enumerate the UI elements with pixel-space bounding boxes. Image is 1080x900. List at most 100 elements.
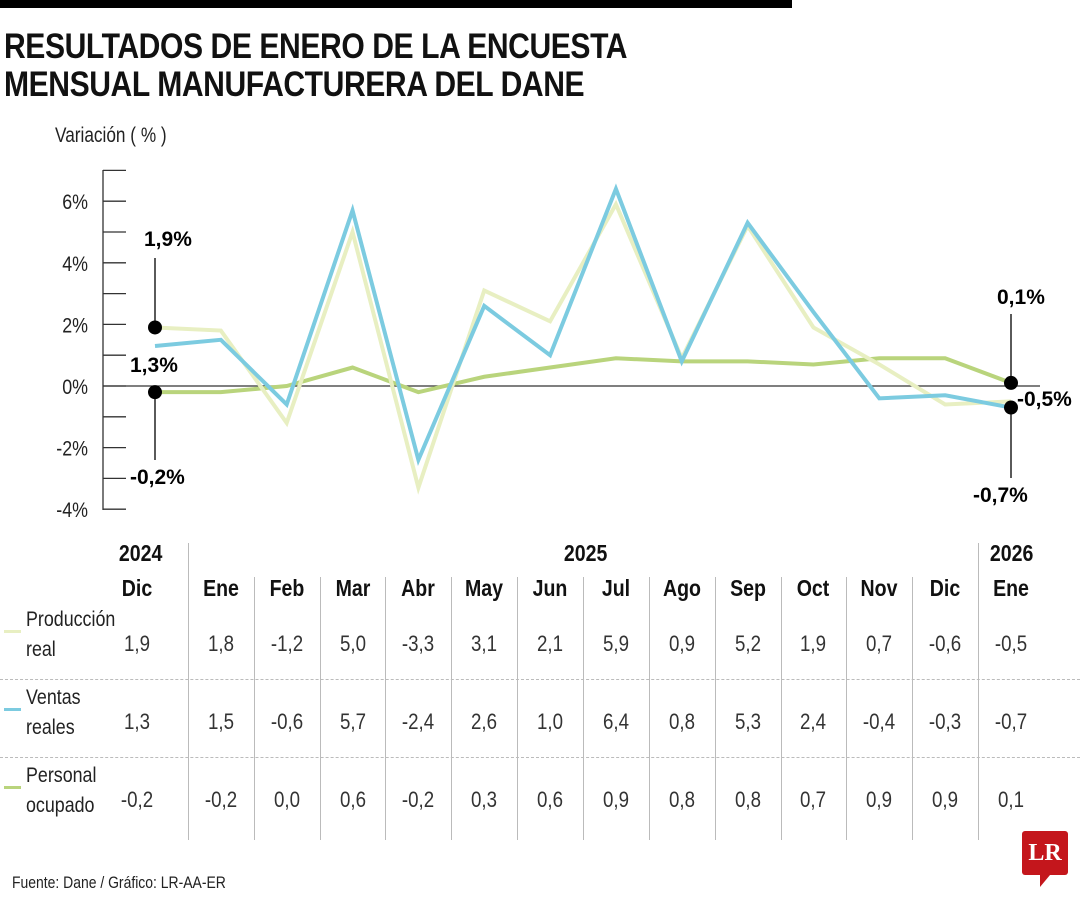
month-label: Dic	[929, 575, 961, 601]
title-line-2: MENSUAL MANUFACTURERA DEL DANE	[4, 65, 585, 104]
annotation-dot	[1004, 375, 1018, 390]
table-cell: 5,9	[602, 631, 629, 656]
annotation-dot	[148, 320, 162, 335]
y-tick-label: 2%	[62, 314, 88, 338]
table-cell: 6,4	[602, 709, 629, 734]
table-cell: -0,7	[994, 709, 1028, 734]
column-divider	[846, 577, 847, 840]
line-chart: -4% -2% 0% 2% 4% 6% 1,9% 1,3% -0,2% 0,1% -0,5% -0,7…	[56, 169, 1072, 523]
column-divider	[912, 577, 913, 840]
table-cell: 0,9	[602, 787, 629, 812]
table-cell: 5,7	[339, 709, 366, 734]
legend-label: Producción real	[26, 605, 115, 665]
legend-label-line: reales	[26, 716, 75, 739]
table-cell: 1,5	[207, 709, 234, 734]
column-divider	[649, 577, 650, 840]
column-divider	[320, 577, 321, 840]
month-label: Jun	[532, 575, 568, 601]
table-cell: 0,3	[471, 787, 498, 812]
table-cell: 1,8	[207, 631, 234, 656]
table-cell: -0,2	[204, 787, 237, 812]
table-cell: -3,3	[402, 631, 435, 656]
y-tick-label: 6%	[62, 191, 88, 215]
table-cell: 0,8	[734, 787, 761, 812]
row-divider	[0, 679, 1080, 680]
table-cell: -0,2	[120, 787, 154, 812]
table-cell: 0,7	[866, 631, 893, 656]
legend-swatch	[4, 708, 21, 711]
month-label: Ene	[202, 575, 239, 601]
title-line-1: RESULTADOS DE ENERO DE LA ENCUESTA	[4, 27, 628, 66]
column-divider	[188, 543, 189, 840]
table-cell: -0,3	[929, 709, 962, 734]
table-cell: 0,8	[668, 787, 695, 812]
column-divider	[978, 543, 979, 840]
column-divider	[715, 577, 716, 840]
table-cell: -0,5	[994, 631, 1028, 656]
table-cell: 0,0	[273, 787, 300, 812]
month-label: Oct	[797, 575, 830, 601]
month-label: Ene	[993, 575, 1029, 601]
table-cell: -0,6	[270, 709, 303, 734]
legend-label-line: Personal	[26, 764, 97, 787]
annotation-label: 0,1%	[997, 286, 1045, 309]
annotation-dot	[1004, 400, 1018, 415]
month-label: Feb	[269, 575, 305, 601]
table-cell: -0,6	[929, 631, 962, 656]
month-label: Mar	[335, 575, 370, 601]
y-tick-label: 0%	[62, 376, 88, 400]
month-label: Dic	[121, 575, 153, 601]
y-tick-label: -2%	[56, 437, 88, 461]
table-cell: -0,4	[863, 709, 896, 734]
annotation-dot	[148, 385, 162, 400]
table-cell: 0,9	[932, 787, 959, 812]
table-cell: 0,9	[866, 787, 893, 812]
legend-label: Ventas reales	[26, 683, 81, 743]
annotation-label: -0,2%	[130, 466, 185, 489]
series-line-produccion-real	[154, 199, 1012, 495]
year-label: 2025	[563, 540, 608, 566]
table-cell: 1,9	[800, 631, 827, 656]
annotation-label: 1,9%	[144, 228, 192, 251]
month-label: Ago	[662, 575, 701, 601]
table-cell: 0,6	[339, 787, 366, 812]
y-tick-label: -4%	[56, 499, 88, 523]
top-bar	[0, 0, 792, 8]
row-divider	[0, 757, 1080, 758]
column-divider	[517, 577, 518, 840]
table-cell: 0,6	[537, 787, 564, 812]
table-cell: 0,1	[997, 787, 1025, 812]
legend-swatch	[4, 630, 21, 633]
table-cell: 1,0	[537, 709, 564, 734]
table-cell: 0,7	[800, 787, 827, 812]
y-tick-label: 4%	[62, 252, 88, 276]
table-cell: 1,9	[123, 631, 151, 656]
table-cell: -0,2	[402, 787, 435, 812]
column-divider	[583, 577, 584, 840]
table-cell: 2,4	[800, 709, 827, 734]
table-cell: 0,9	[668, 631, 695, 656]
table-cell: 1,3	[123, 709, 151, 734]
legend-label-line: Producción	[26, 608, 116, 631]
month-label: Jul	[601, 575, 631, 601]
year-label: 2026	[989, 540, 1034, 566]
legend-label: Personal ocupado	[26, 761, 96, 821]
table-cell: 5,0	[339, 631, 366, 656]
series-line-personal-ocupado	[155, 356, 1012, 395]
table-cell: 5,2	[734, 631, 761, 656]
table-cell: 2,6	[471, 709, 498, 734]
month-label: May	[465, 575, 504, 601]
data-table: 2024 2025 2026 Dic Ene Feb Mar Abr May Jun Jul Ago S…	[0, 535, 1080, 840]
column-divider	[385, 577, 386, 840]
column-divider	[451, 577, 452, 840]
legend-label-line: real	[26, 638, 56, 661]
column-divider	[254, 577, 255, 840]
chart-title: RESULTADOS DE ENERO DE LA ENCUESTA MENSU…	[4, 27, 628, 104]
table-cell: 3,1	[471, 631, 498, 656]
month-label: Sep	[729, 575, 766, 601]
table-cell: -1,2	[270, 631, 303, 656]
legend-label-line: ocupado	[26, 794, 95, 817]
annotation-label: -0,5%	[1017, 388, 1072, 411]
month-label: Nov	[860, 575, 898, 601]
month-label: Abr	[401, 575, 436, 601]
